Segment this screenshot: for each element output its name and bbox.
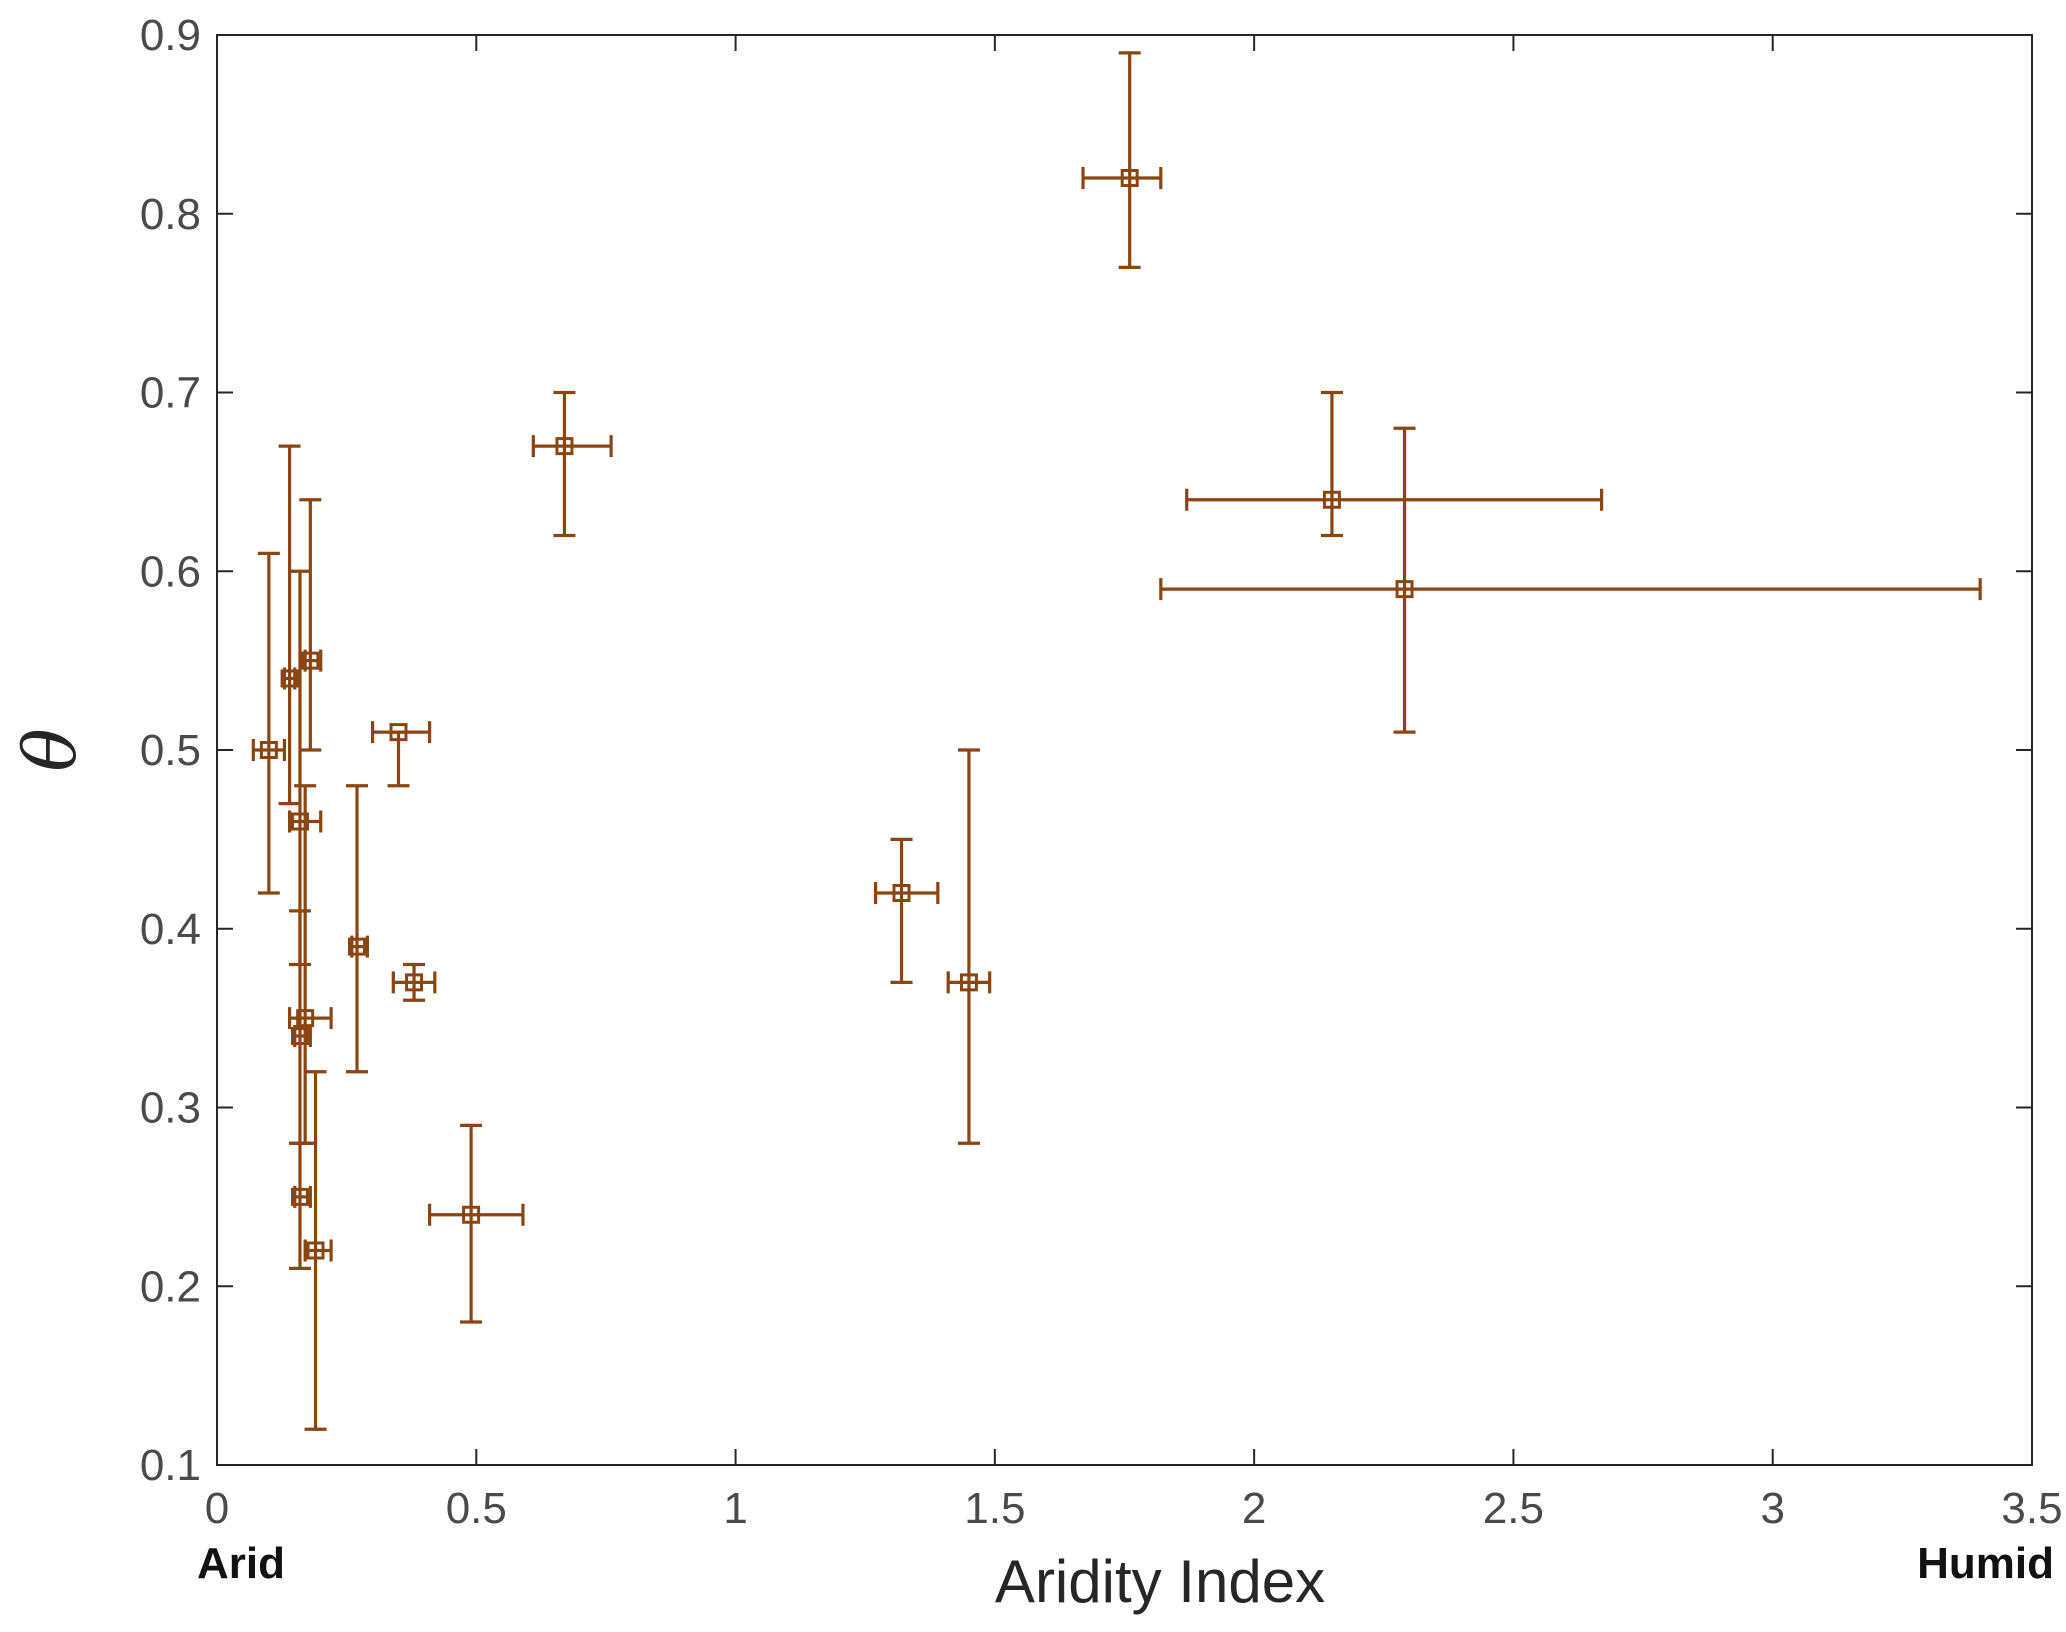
data-point	[278, 444, 301, 806]
square-marker	[1120, 169, 1139, 187]
x-tick-label: 3	[1760, 1484, 1784, 1533]
square-marker	[405, 973, 424, 992]
y-axis-title: θ	[8, 728, 92, 771]
data-point	[428, 1123, 525, 1324]
x-tick-label: 2.5	[1483, 1484, 1544, 1533]
y-tick-label: 0.1	[140, 1441, 201, 1490]
y-tick-label: 0.7	[140, 369, 201, 418]
data-point	[391, 962, 437, 1002]
data-point	[873, 837, 940, 984]
y-tick-label: 0.9	[140, 11, 201, 60]
humid-label: Humid	[1917, 1539, 2054, 1588]
square-marker	[1322, 490, 1341, 509]
square-marker	[290, 812, 309, 831]
x-tick-label: 3.5	[2001, 1484, 2062, 1533]
square-marker	[301, 651, 320, 670]
square-marker	[290, 1027, 309, 1045]
square-marker	[280, 669, 299, 688]
square-marker	[892, 884, 911, 902]
square-marker	[1395, 580, 1414, 599]
data-point	[251, 551, 287, 895]
data-point	[1081, 51, 1163, 269]
x-axis-title: Aridity Index	[995, 1548, 1325, 1615]
data-point	[1159, 426, 1982, 734]
data-point	[1185, 390, 1604, 538]
square-marker	[306, 1241, 325, 1260]
data-point	[303, 1070, 333, 1431]
data-point	[288, 1141, 312, 1270]
x-tick-label: 1	[723, 1484, 747, 1533]
y-tick-label: 0.3	[140, 1084, 201, 1133]
x-tick-label: 2	[1242, 1484, 1266, 1533]
data-points	[251, 51, 1982, 1431]
y-tick-label: 0.8	[140, 190, 201, 239]
square-marker	[296, 1009, 315, 1028]
x-axis-ticks: 0 0.5 1 1.5 2 2.5 3 3.5	[205, 35, 2063, 1533]
plot-area	[216, 34, 2033, 1466]
y-tick-label: 0.2	[140, 1262, 201, 1311]
square-marker	[555, 437, 574, 456]
y-tick-label: 0.6	[140, 547, 201, 596]
y-axis-ticks: 0.1 0.2 0.3 0.4 0.5 0.6 0.7 0.8 0.9	[140, 11, 2032, 1490]
x-tick-label: 1.5	[964, 1484, 1025, 1533]
x-tick-label: 0	[205, 1484, 229, 1533]
data-point	[299, 498, 323, 752]
arid-label: Arid	[197, 1539, 285, 1588]
square-marker	[348, 937, 367, 956]
square-marker	[959, 973, 978, 992]
x-tick-label: 0.5	[446, 1484, 507, 1533]
square-marker	[389, 723, 408, 742]
square-marker	[462, 1205, 481, 1224]
data-point	[346, 784, 369, 1074]
square-marker	[259, 741, 278, 759]
data-point	[946, 748, 992, 1145]
data-point	[531, 390, 613, 538]
y-tick-label: 0.4	[140, 905, 201, 954]
data-point	[370, 721, 432, 788]
square-marker	[290, 1187, 309, 1206]
y-tick-label: 0.5	[140, 726, 201, 775]
